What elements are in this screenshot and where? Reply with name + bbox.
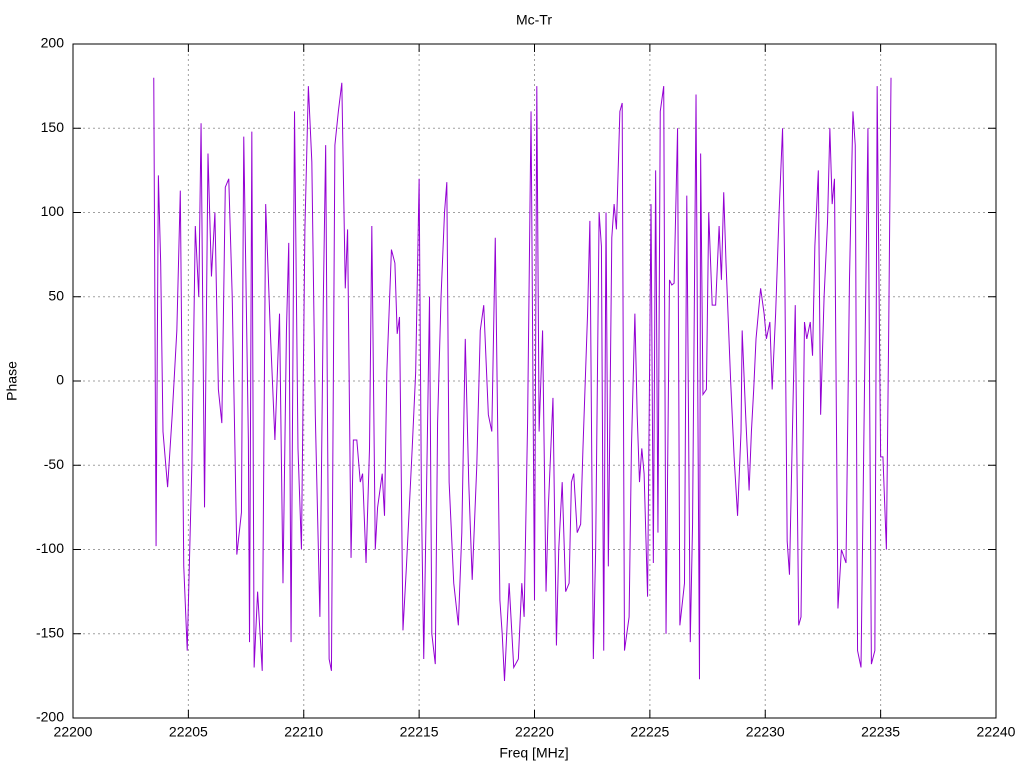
y-tick-label: 100: [41, 203, 65, 219]
data-line: [153, 77, 892, 681]
y-tick-label: -50: [44, 456, 64, 472]
y-tick-label: 150: [41, 119, 65, 135]
x-tick-label: 22215: [400, 724, 439, 740]
y-tick-label: -200: [36, 709, 64, 725]
x-tick-label: 22240: [977, 724, 1016, 740]
y-tick-label: 50: [48, 287, 64, 303]
x-tick-label: 22200: [54, 724, 93, 740]
y-axis-label: Phase: [4, 361, 20, 401]
y-tick-label: -150: [36, 624, 64, 640]
x-tick-label: 22235: [861, 724, 900, 740]
x-tick-label: 22230: [746, 724, 785, 740]
y-tick-label: 200: [41, 35, 65, 51]
chart-title: Mc-Tr: [516, 12, 552, 28]
y-tick-label: 0: [56, 372, 64, 388]
y-tick-label: -100: [36, 540, 64, 556]
x-axis-label: Freq [MHz]: [499, 745, 568, 761]
x-tick-label: 22220: [515, 724, 554, 740]
x-tick-label: 22210: [284, 724, 323, 740]
x-tick-label: 22225: [630, 724, 669, 740]
x-tick-label: 22205: [169, 724, 208, 740]
